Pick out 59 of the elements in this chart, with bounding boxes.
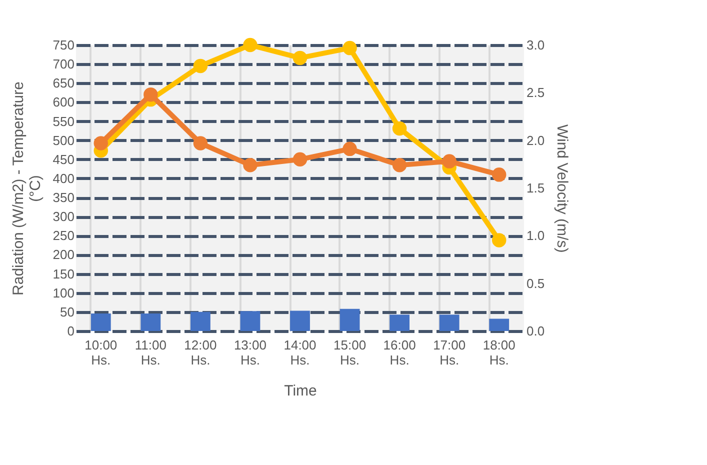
- y-tick-label: 100: [52, 285, 74, 300]
- y-tick-label: 50: [60, 304, 74, 320]
- bar: [90, 313, 111, 331]
- point: [492, 168, 506, 182]
- y2-tick-label: 1.5: [526, 180, 545, 196]
- bar: [340, 308, 360, 331]
- bar: [240, 311, 260, 331]
- y-tick-label: 550: [52, 114, 74, 129]
- y-tick-label: 700: [52, 56, 74, 72]
- point: [243, 38, 258, 52]
- x-tick-label: 11:00 Hs.: [134, 338, 166, 368]
- y-axis-title: Radiation (W/m2) - Temperature (°C): [10, 82, 44, 296]
- y-tick-label: 600: [52, 94, 74, 110]
- bar: [489, 318, 510, 331]
- y2-tick-label: 1.0: [526, 228, 545, 244]
- y2-tick-label: 3.0: [526, 38, 545, 52]
- point: [342, 40, 357, 56]
- x-tick-label: 12:00 Hs.: [184, 338, 217, 368]
- y-tick-label: 350: [52, 190, 74, 206]
- y-tick-label: 450: [52, 152, 74, 167]
- point: [292, 152, 308, 167]
- y-tick-label: 300: [52, 209, 74, 224]
- y-tick-label: 500: [52, 132, 74, 148]
- y-tick-label: 250: [52, 228, 74, 244]
- x-tick-label: 16:00 Hs.: [383, 338, 416, 368]
- y2-tick-label: 0.0: [526, 324, 545, 338]
- point: [342, 142, 357, 156]
- bar: [290, 310, 310, 331]
- y2-tick-label: 2.0: [526, 132, 545, 148]
- x-tick-label: 18:00 Hs.: [482, 338, 516, 368]
- point: [243, 158, 258, 172]
- point: [492, 233, 506, 248]
- point: [144, 87, 158, 102]
- point: [193, 58, 208, 74]
- x-axis-title: Time: [284, 382, 317, 400]
- y-tick-label: 150: [52, 266, 74, 282]
- point: [392, 158, 407, 172]
- bar: [140, 313, 161, 331]
- point: [292, 50, 308, 66]
- y2-tick-label: 2.5: [526, 85, 545, 100]
- point: [193, 136, 208, 150]
- y2-tick-label: 0.5: [526, 276, 545, 291]
- x-tick-label: 10:00 Hs.: [84, 338, 118, 368]
- y2-axis-title: Wind Velocity (m/s): [554, 124, 571, 253]
- point: [94, 136, 108, 150]
- y-tick-label: 650: [52, 76, 74, 91]
- bar: [390, 314, 410, 331]
- bar: [190, 312, 210, 331]
- y-tick-label: 400: [52, 170, 74, 186]
- x-tick-label: 15:00 Hs.: [334, 338, 366, 368]
- x-tick-label: 14:00 Hs.: [284, 338, 316, 368]
- y-tick-label: 750: [52, 38, 74, 52]
- x-tick-label: 17:00 Hs.: [433, 338, 466, 368]
- point: [442, 154, 456, 168]
- y-tick-label: 200: [52, 247, 74, 262]
- y-tick-label: 0: [67, 324, 74, 338]
- point: [392, 121, 407, 136]
- x-tick-label: 13:00 Hs.: [234, 338, 266, 368]
- bar: [439, 314, 460, 331]
